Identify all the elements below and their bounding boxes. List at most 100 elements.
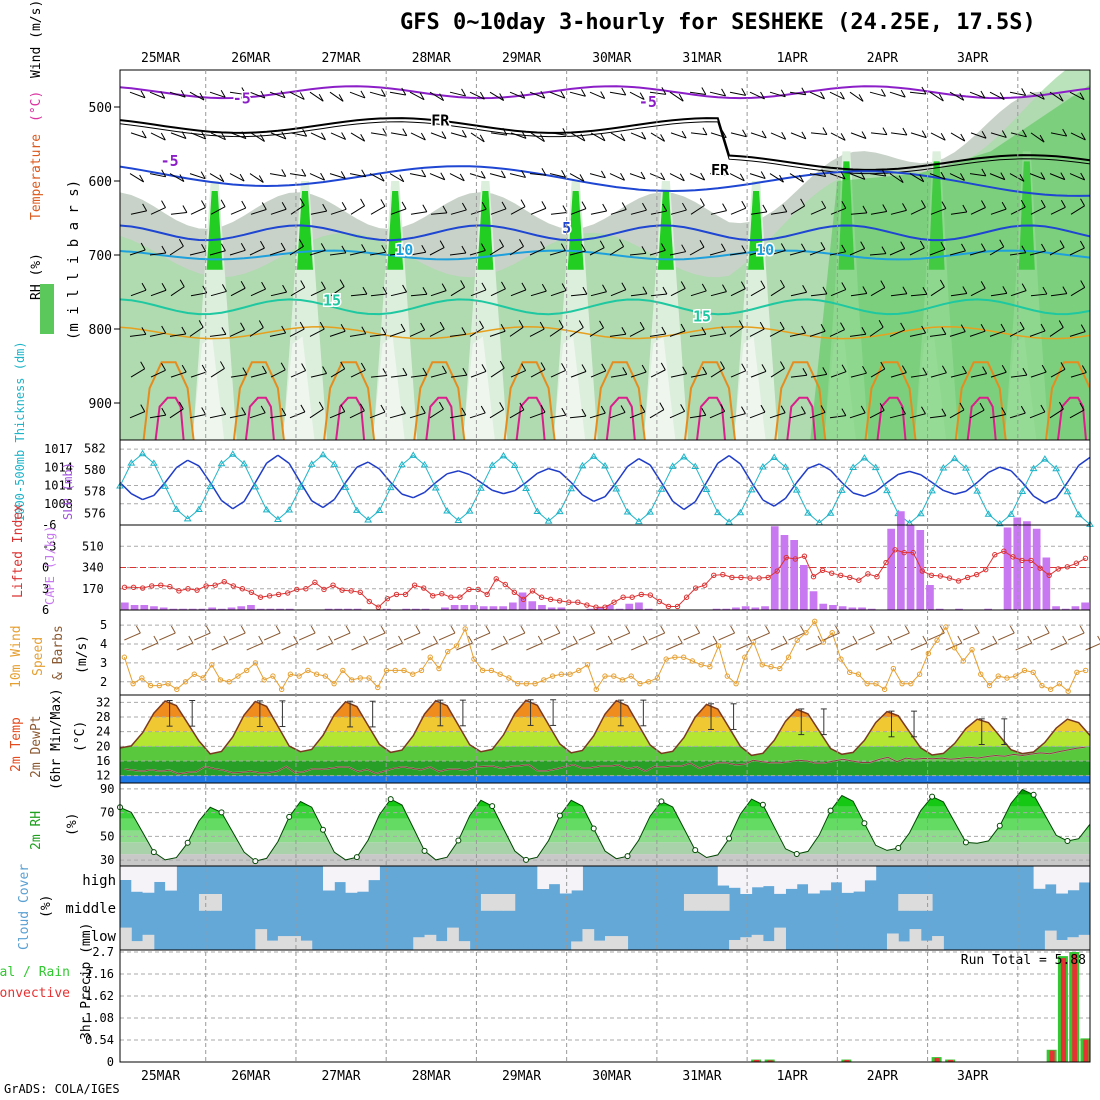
rh-tick-label: 90 <box>100 782 114 796</box>
wind-barb <box>449 414 466 419</box>
lifted-index-point <box>801 553 808 559</box>
wind-barb-flag <box>422 367 428 376</box>
thickness-line-segment <box>254 486 268 511</box>
lifted-index-point <box>919 568 925 574</box>
wind-barb <box>630 132 646 140</box>
wind-barb <box>289 173 306 177</box>
cloud-label: Cloud Cover <box>17 864 32 950</box>
lifted-index-point <box>937 573 944 579</box>
wind-barb-flag <box>420 405 426 414</box>
wind-barb-flag <box>260 240 265 249</box>
wind-speed-point <box>156 682 163 689</box>
cloud-low-gap <box>1067 937 1080 950</box>
wind-barb <box>529 173 546 176</box>
wind-barb <box>229 632 246 641</box>
wind-barb <box>770 211 787 215</box>
wind-barb <box>450 209 467 215</box>
wind-barb <box>189 250 206 256</box>
wind-barb-flag <box>161 325 167 334</box>
wind-barb-flag <box>581 408 587 417</box>
isotherm-30 <box>154 396 185 440</box>
thickness-marker <box>883 486 891 494</box>
lifted-index-point <box>983 566 989 573</box>
slp-line-segment <box>514 481 527 492</box>
wind-barb-flag <box>179 174 185 182</box>
cape-bar <box>926 585 934 610</box>
lifted-index-point <box>955 578 962 584</box>
wind-barb-flag <box>821 169 827 177</box>
wind-barb-flag <box>260 90 266 99</box>
wind-barb-flag <box>422 287 428 295</box>
wind-barb-flag <box>181 131 187 139</box>
wind-barb-flag <box>1080 324 1086 332</box>
lifted-index-point <box>910 549 916 556</box>
lifted-index-point <box>1046 572 1052 578</box>
wind-barb <box>569 173 585 182</box>
slp-ylabel-right: SLP (mb) <box>61 462 75 520</box>
wind-barb-flag <box>142 203 148 212</box>
cloud-low-gap <box>266 940 279 950</box>
wind-barb <box>229 414 246 419</box>
wind-barb <box>596 642 613 651</box>
wind-barb-flag <box>760 91 765 100</box>
wind-barb <box>456 642 473 651</box>
wind-barb <box>890 132 907 136</box>
cape-bar <box>606 605 614 610</box>
wind-barb-flag <box>161 282 167 291</box>
wind-barb-flag <box>537 635 543 644</box>
wind-barb <box>1069 173 1085 181</box>
wind-barb <box>410 374 427 378</box>
lifted-index-point <box>992 552 998 558</box>
lifted-index-point <box>139 585 146 591</box>
wind-barb-flag <box>1062 635 1068 644</box>
wind-barb-flag <box>402 284 407 293</box>
cape-bar <box>790 540 798 610</box>
wind-speed-point <box>951 645 958 651</box>
wind-barb <box>670 132 687 139</box>
date-label-top: 29MAR <box>502 51 541 66</box>
wind-barb-flag <box>740 281 746 289</box>
wind-barb-flag <box>198 320 204 328</box>
wind-speed-point <box>436 665 442 672</box>
wind-barb-flag <box>960 133 966 142</box>
wind-barb <box>290 370 306 378</box>
wind-barb <box>909 413 926 419</box>
thickness-line-segment <box>909 513 922 524</box>
cape-bar <box>256 608 265 610</box>
wind-barb <box>809 248 826 256</box>
upper-air-ytick-label: 900 <box>89 397 112 412</box>
cape-bar <box>712 608 721 610</box>
wind-barb <box>589 91 605 99</box>
rh-tick-label: 70 <box>100 806 114 820</box>
wind-barb-flag <box>1021 245 1027 253</box>
wind-speed-point <box>943 624 949 630</box>
wind-barb <box>569 415 586 419</box>
thickness-marker <box>770 453 779 461</box>
wind-barb <box>330 208 347 215</box>
wind-barb <box>250 209 267 215</box>
wind-barb <box>709 250 726 256</box>
wind-barb <box>1015 642 1032 651</box>
date-label-bottom: 27MAR <box>321 1069 360 1084</box>
wind-barb <box>250 288 266 297</box>
wind-barb <box>690 132 707 136</box>
temp-tick-label: 32 <box>96 695 110 709</box>
thickness-line-segment <box>785 466 798 491</box>
wind-barb-flag <box>660 134 666 142</box>
isotherm-20 <box>120 326 1090 340</box>
wind-barb <box>246 642 263 651</box>
wind-speed-point <box>846 669 853 676</box>
wind-barb-flag <box>282 284 288 293</box>
wind-speed-point <box>313 671 320 677</box>
thickness-marker <box>702 485 711 493</box>
wind-barb <box>561 642 578 651</box>
wind-barb <box>729 327 744 337</box>
wind-barb-flag <box>720 404 726 412</box>
wind-barb <box>169 91 186 98</box>
li-tick-label: -6 <box>42 518 56 532</box>
temp-band <box>120 717 1090 732</box>
cloud-high-gap <box>853 866 865 892</box>
lifted-index-point <box>239 586 246 592</box>
wind-barb <box>650 369 666 378</box>
